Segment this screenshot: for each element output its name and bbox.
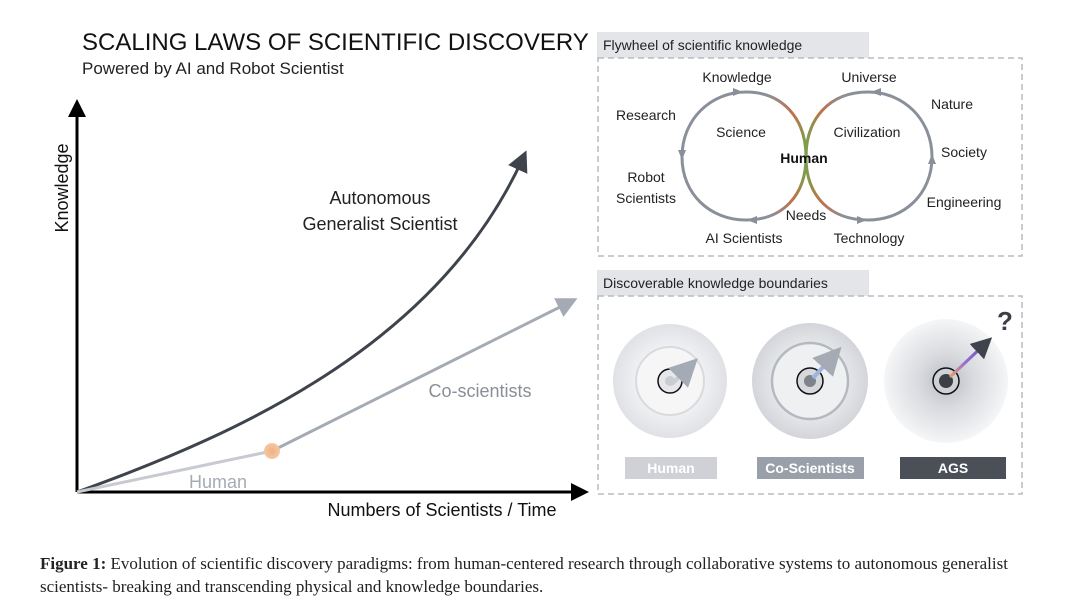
boundary-label-co-scientists: Co-Scientists: [765, 460, 855, 476]
figure-caption-label: Figure 1:: [40, 554, 107, 573]
flywheel-arrow-icon: [747, 216, 757, 224]
page-subtitle: Powered by AI and Robot Scientist: [82, 59, 344, 78]
flywheel-technology: Technology: [834, 230, 905, 246]
ags-boundary: ?: [884, 306, 1013, 443]
flywheel-civilization: Civilization: [834, 124, 901, 140]
flywheel-engineering: Engineering: [927, 194, 1002, 210]
human-boundary: [613, 324, 727, 438]
human-line: [76, 449, 273, 494]
figure-caption-text: Evolution of scientific discovery paradi…: [40, 554, 1008, 596]
boundaries-header-bg: [597, 270, 869, 296]
boundary-label-ags-bg: [900, 457, 1006, 479]
x-axis-label: Numbers of Scientists / Time: [327, 500, 556, 520]
flywheel-center-human: Human: [780, 150, 827, 166]
co-scientists-line: [271, 298, 578, 453]
boundaries-header: Discoverable knowledge boundaries: [603, 275, 828, 291]
boundary-label-ags: AGS: [938, 460, 968, 476]
flywheel-arrow-icon: [678, 150, 686, 160]
flywheel-header: Flywheel of scientific knowledge: [603, 37, 802, 53]
flywheel-knowledge: Knowledge: [702, 69, 771, 85]
page-title: SCALING LAWS OF SCIENTIFIC DISCOVERY: [82, 29, 589, 56]
flywheel-society: Society: [941, 144, 987, 160]
question-mark: ?: [997, 306, 1013, 336]
ags-label-line1: Autonomous: [329, 188, 430, 208]
flywheel-nature: Nature: [931, 96, 973, 112]
boundary-label-human: Human: [647, 460, 694, 476]
flywheel-ai-scientists: AI Scientists: [705, 230, 782, 246]
flywheel-arrow-icon: [857, 216, 867, 224]
ags-curve: [76, 150, 528, 494]
flywheel-arrow-icon: [928, 154, 936, 164]
boundary-label-co-scientists-bg: [757, 457, 864, 479]
boundaries-panel: [597, 295, 1023, 495]
flywheel-research: Research: [616, 107, 676, 123]
flywheel-robot-line1: Robot: [627, 169, 664, 185]
flywheel-science: Science: [716, 124, 766, 140]
flywheel-header-bg: [597, 32, 869, 58]
human-transition-dot: [264, 443, 280, 459]
flywheel-arrow-icon: [871, 88, 881, 96]
human-label: Human: [189, 472, 247, 492]
boundary-label-human-bg: [625, 457, 717, 479]
flywheel-panel: [597, 57, 1023, 257]
ags-label-line2: Generalist Scientist: [302, 214, 457, 234]
flywheel-needs: Needs: [786, 207, 826, 223]
co-scientists-label: Co-scientists: [428, 381, 531, 401]
flywheel-arrow-icon: [733, 88, 743, 96]
flywheel-universe: Universe: [841, 69, 896, 85]
flywheel-diagram: [678, 88, 936, 224]
figure-caption: Figure 1: Evolution of scientific discov…: [40, 552, 1050, 598]
flywheel-robot-line2: Scientists: [616, 190, 676, 206]
y-axis-label: Knowledge: [52, 143, 72, 232]
co-scientists-boundary: [752, 323, 868, 439]
